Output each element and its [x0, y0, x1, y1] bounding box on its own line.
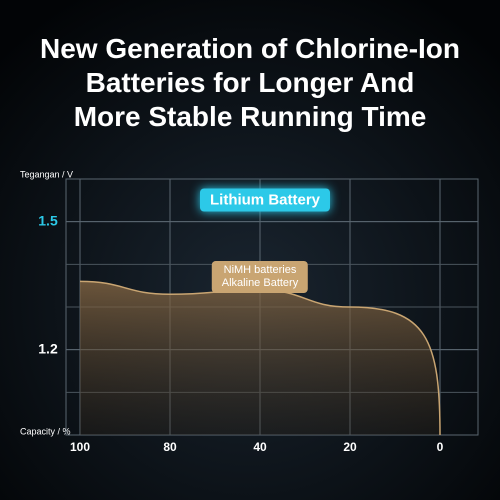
series-label: NiMH batteries Alkaline Battery	[211, 261, 309, 293]
series-label: Lithium Battery	[199, 188, 331, 212]
y-tick-label: 1.5	[38, 212, 58, 228]
x-tick-label: 100	[70, 440, 90, 454]
y-axis-label: Tegangan / V	[20, 169, 73, 179]
x-tick-label: 40	[253, 440, 267, 454]
x-tick-label: 0	[437, 440, 444, 454]
x-tick-label: 80	[163, 440, 177, 454]
title: New Generation of Chlorine-Ion Batteries…	[39, 33, 460, 132]
x-axis-label: Capacity / %	[20, 426, 71, 436]
y-tick-label: 1.2	[38, 340, 58, 356]
series-area	[80, 281, 440, 435]
x-tick-label: 20	[343, 440, 357, 454]
